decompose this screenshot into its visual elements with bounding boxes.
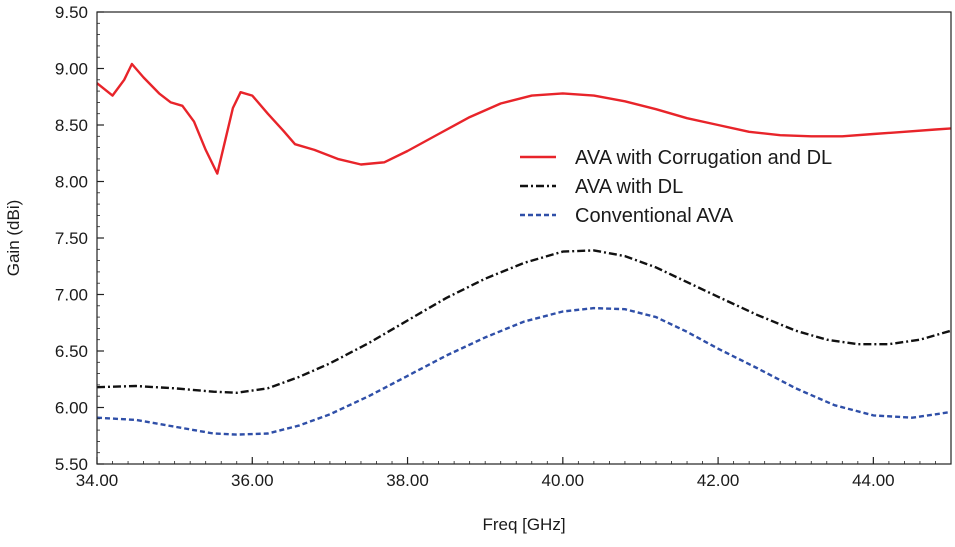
y-tick-label: 9.00: [55, 60, 88, 79]
y-tick-label: 7.00: [55, 286, 88, 305]
y-tick-label: 8.50: [55, 116, 88, 135]
y-tick-label: 8.00: [55, 173, 88, 192]
x-tick-label: 40.00: [542, 471, 585, 490]
x-axis-title: Freq [GHz]: [482, 515, 565, 534]
y-tick-label: 6.00: [55, 399, 88, 418]
y-tick-label: 6.50: [55, 342, 88, 361]
legend-label-2: AVA with DL: [575, 176, 683, 198]
legend-label-1: AVA with Corrugation and DL: [575, 147, 832, 169]
series-line-3: [96, 306, 952, 436]
x-tick-label: 36.00: [231, 471, 274, 490]
legend: AVA with Corrugation and DL AVA with DL Co…: [520, 147, 832, 227]
x-tick-label: 44.00: [852, 471, 895, 490]
y-tick-label: 5.50: [55, 455, 88, 474]
plot-area: [96, 62, 952, 436]
x-tick-label: 42.00: [697, 471, 740, 490]
axes: 5.50 6.00 6.50 7.00 7.50 8.00 8.50 9.00 9.50 34.0…: [55, 3, 952, 490]
plot-frame: [96, 11, 952, 465]
series-line-1: [96, 62, 952, 175]
y-tick-label: 9.50: [55, 3, 88, 22]
y-axis-title: Gain (dBi): [4, 200, 23, 277]
x-tick-label: 34.00: [76, 471, 119, 490]
series-line-2: [96, 249, 952, 394]
legend-label-3: Conventional AVA: [575, 205, 734, 227]
y-tick-label: 7.50: [55, 229, 88, 248]
x-tick-label: 38.00: [386, 471, 429, 490]
